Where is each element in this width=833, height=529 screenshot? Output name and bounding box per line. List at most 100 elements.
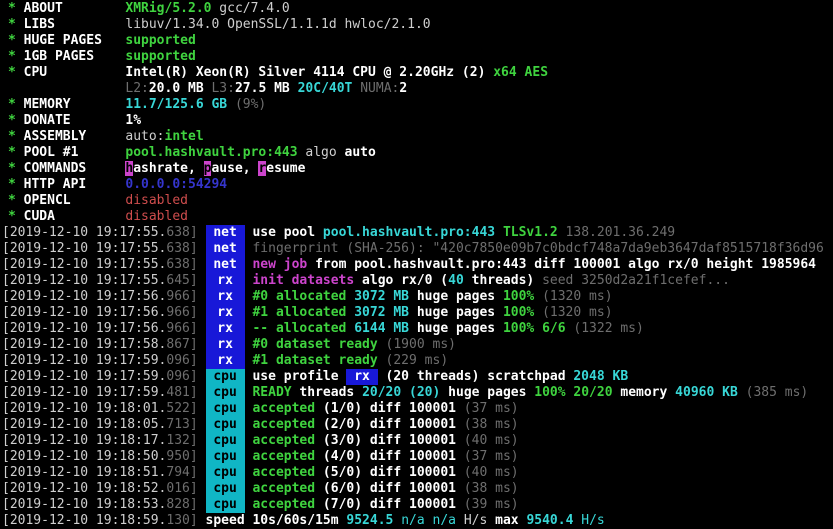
timestamp: [2019-12-10 19:17:55. (2, 241, 167, 256)
text-segment: 100% 6/6 (502, 321, 566, 336)
bullet-star-icon: * (8, 161, 16, 176)
config-label: MEMORY (23, 97, 71, 112)
timestamp: [2019-12-10 19:17:55. (2, 273, 167, 288)
log-line: [2019-12-10 19:18:17.132] cpu accepted (… (0, 433, 833, 449)
config-line: * LIBS libuv/1.34.0 OpenSSL/1.1.1d hwloc/2… (0, 17, 833, 33)
text-segment: n/a n/a (393, 513, 464, 528)
bullet-star-icon: * (8, 1, 16, 16)
config-line: * CUDA disabled (0, 209, 833, 225)
bullet-star-icon: * (8, 17, 16, 32)
text-segment: 100% (502, 305, 535, 320)
text-segment: gcc/7.4.0 (211, 1, 290, 16)
bullet-star-icon: * (8, 113, 16, 128)
text-segment: ashrate, (133, 161, 204, 176)
log-line: [2019-12-10 19:18:50.950] cpu accepted (… (0, 449, 833, 465)
timestamp: [2019-12-10 19:17:59. (2, 385, 167, 400)
text-segment: 40 (448, 273, 464, 288)
net-badge: net (205, 225, 245, 241)
timestamp-ms: 638] (166, 241, 198, 256)
text-segment: algo rx/0 ( (354, 273, 449, 288)
log-line: [2019-12-10 19:17:56.966] rx #0 allocate… (0, 289, 833, 305)
command-hotkey: h (125, 161, 134, 176)
log-line: [2019-12-10 19:17:56.966] rx -- allocate… (0, 321, 833, 337)
config-line: L2:20.0 MB L3:27.5 MB 20C/40T NUMA:2 (0, 81, 833, 97)
config-line: * 1GB PAGES supported (0, 49, 833, 65)
text-segment: intel (164, 129, 204, 144)
text-segment: from pool.hashvault.pro:443 diff 100001 … (307, 257, 816, 272)
bullet-star-icon: * (8, 129, 16, 144)
text-segment: supported (125, 49, 196, 64)
text-segment: (39 ms) (455, 497, 519, 512)
timestamp: [2019-12-10 19:17:55. (2, 225, 167, 240)
text-segment: ause, (211, 161, 259, 176)
text-segment: (6/0) diff 100001 (315, 481, 456, 496)
text-segment: XMRig/5.2.0 (125, 1, 212, 16)
bullet-star-icon: * (8, 65, 16, 80)
log-line: [2019-12-10 19:17:59.096] rx #1 dataset … (0, 353, 833, 369)
log-line: [2019-12-10 19:18:51.794] cpu accepted (… (0, 465, 833, 481)
timestamp-ms: 794] (166, 465, 198, 480)
text-segment: 100% 20/20 (534, 385, 613, 400)
config-line: * OPENCL disabled (0, 193, 833, 209)
log-line: [2019-12-10 19:17:59.096] cpu use profil… (0, 369, 833, 385)
text-segment: (1320 ms) (534, 289, 613, 304)
text-segment: 100% (502, 289, 535, 304)
text-segment: disabled (125, 193, 188, 208)
text-segment: algo (297, 145, 345, 160)
text-segment: #1 allocated (252, 305, 347, 320)
config-label: CUDA (23, 209, 55, 224)
cpu-badge: cpu (205, 449, 245, 465)
timestamp: [2019-12-10 19:17:59. (2, 353, 167, 368)
text-segment: huge pages (409, 289, 503, 304)
rx-badge: rx (205, 305, 245, 321)
text-segment: (40 ms) (455, 433, 519, 448)
log-line: [2019-12-10 19:17:55.645] rx init datase… (0, 273, 833, 289)
text-segment: (40 ms) (455, 465, 519, 480)
timestamp-ms: 867] (166, 337, 198, 352)
text-segment: use pool (252, 225, 323, 240)
log-line: [2019-12-10 19:17:59.481] cpu READY thre… (0, 385, 833, 401)
log-line: [2019-12-10 19:18:05.713] cpu accepted (… (0, 417, 833, 433)
text-segment: (9%) (227, 97, 267, 112)
rx-badge: rx (205, 353, 245, 369)
text-segment: init datasets (252, 273, 355, 288)
text-segment: (229 ms) (377, 353, 449, 368)
text-segment: H/s (573, 513, 605, 528)
text-segment: fingerprint (SHA-256): "420c7850e09b7c0b… (252, 241, 824, 256)
log-line: [2019-12-10 19:17:56.966] rx #1 allocate… (0, 305, 833, 321)
text-segment: accepted (252, 497, 316, 512)
text-segment: Intel(R) Xeon(R) Silver 4114 CPU @ 2.20G… (125, 65, 494, 80)
timestamp: [2019-12-10 19:18:05. (2, 417, 167, 432)
text-segment: new job (252, 257, 308, 272)
text-segment: TLSv1.2 (502, 225, 558, 240)
timestamp: [2019-12-10 19:18:17. (2, 433, 167, 448)
config-label: COMMANDS (23, 161, 87, 176)
text-segment: huge pages (409, 321, 503, 336)
bullet-star-icon: * (8, 49, 16, 64)
text-segment: 1% (125, 113, 142, 128)
text-segment: threads) (463, 273, 543, 288)
text-segment: max (495, 513, 527, 528)
text-segment: threads (291, 385, 363, 400)
text-segment: auto (344, 145, 376, 160)
net-badge: net (205, 257, 245, 273)
config-line: * POOL #1 pool.hashvault.pro:443 algo auto (0, 145, 833, 161)
command-hotkey: r (258, 161, 267, 176)
timestamp-ms: 132] (166, 433, 198, 448)
config-label: HTTP API (23, 177, 87, 192)
text-segment: 3072 MB (346, 289, 410, 304)
timestamp: [2019-12-10 19:17:56. (2, 321, 167, 336)
rx-badge: rx (205, 289, 245, 305)
timestamp: [2019-12-10 19:18:01. (2, 401, 167, 416)
text-segment: L3: (203, 81, 235, 96)
text-segment: x64 AES (493, 65, 549, 80)
text-segment: -- allocated (252, 321, 347, 336)
text-segment: #0 dataset ready (252, 337, 378, 352)
text-segment: (4/0) diff 100001 (315, 449, 456, 464)
timestamp-ms: 966] (166, 305, 198, 320)
config-label: ABOUT (23, 1, 63, 16)
timestamp: [2019-12-10 19:17:59. (2, 369, 167, 384)
config-line: * ASSEMBLY auto:intel (0, 129, 833, 145)
config-line: * ABOUT XMRig/5.2.0 gcc/7.4.0 (0, 1, 833, 17)
